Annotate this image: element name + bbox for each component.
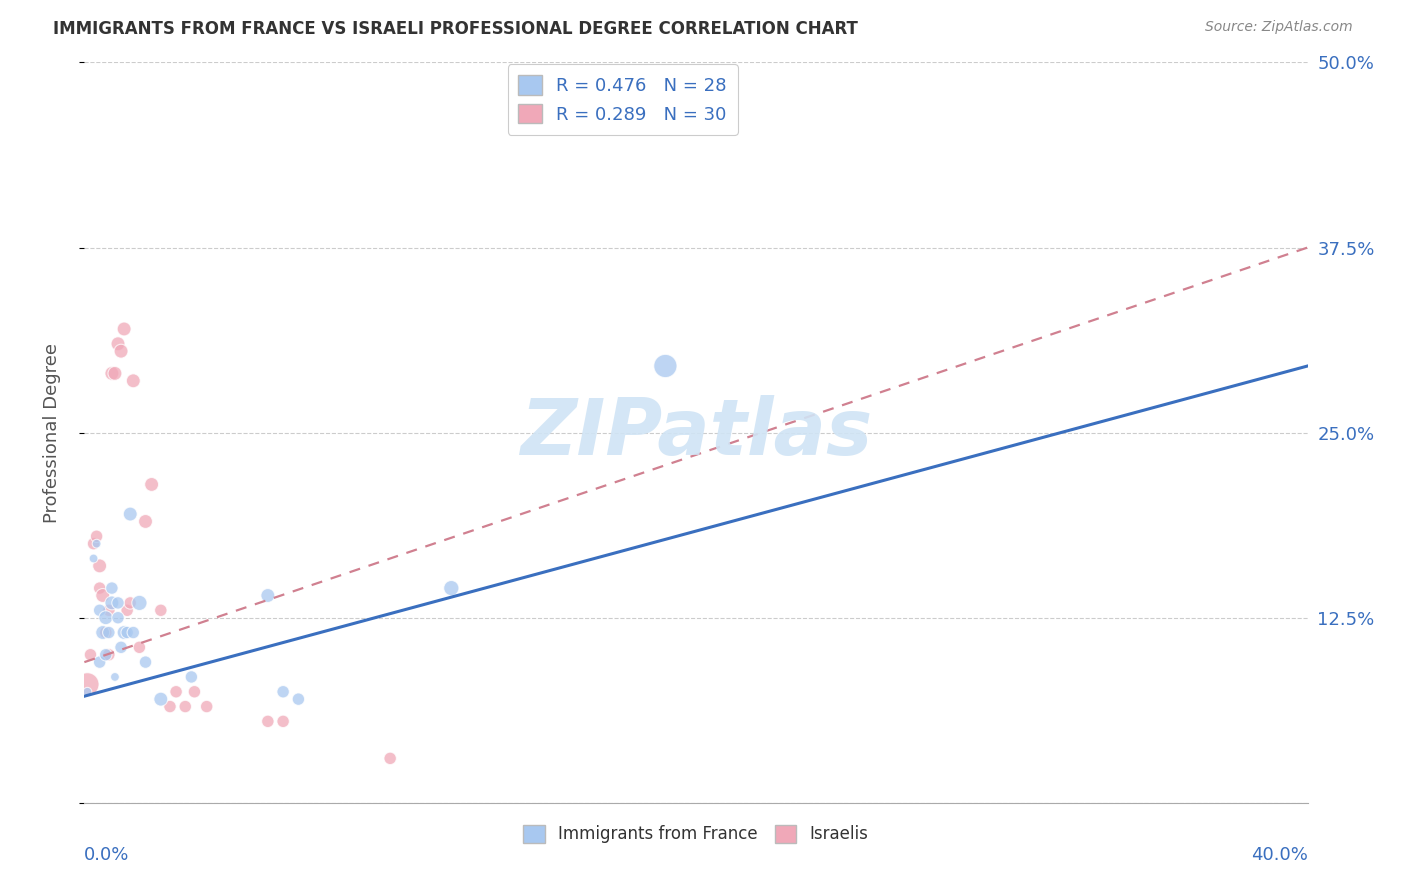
Point	[165, 685, 187, 699]
Point	[440, 581, 463, 595]
Point	[135, 515, 157, 529]
Point	[107, 610, 129, 624]
Point	[112, 322, 135, 336]
Point	[115, 625, 138, 640]
Point	[107, 596, 129, 610]
Point	[94, 610, 117, 624]
Point	[257, 589, 280, 603]
Text: Source: ZipAtlas.com: Source: ZipAtlas.com	[1205, 20, 1353, 34]
Point	[122, 625, 145, 640]
Point	[180, 670, 202, 684]
Point	[76, 677, 98, 691]
Text: IMMIGRANTS FROM FRANCE VS ISRAELI PROFESSIONAL DEGREE CORRELATION CHART: IMMIGRANTS FROM FRANCE VS ISRAELI PROFES…	[53, 20, 858, 37]
Point	[97, 603, 120, 617]
Y-axis label: Professional Degree: Professional Degree	[42, 343, 60, 523]
Point	[128, 596, 150, 610]
Point	[195, 699, 218, 714]
Point	[183, 685, 205, 699]
Point	[97, 625, 120, 640]
Point	[380, 751, 402, 765]
Point	[141, 477, 163, 491]
Legend: Immigrants from France, Israelis: Immigrants from France, Israelis	[517, 818, 875, 850]
Point	[91, 625, 114, 640]
Point	[271, 714, 294, 729]
Point	[135, 655, 157, 669]
Point	[86, 536, 108, 550]
Point	[257, 714, 280, 729]
Text: 40.0%: 40.0%	[1251, 846, 1308, 863]
Point	[149, 692, 172, 706]
Point	[94, 648, 117, 662]
Point	[104, 367, 127, 381]
Point	[107, 336, 129, 351]
Point	[110, 640, 132, 655]
Point	[76, 685, 98, 699]
Point	[101, 596, 124, 610]
Point	[149, 603, 172, 617]
Point	[159, 699, 181, 714]
Point	[89, 655, 111, 669]
Point	[110, 344, 132, 359]
Text: 0.0%: 0.0%	[84, 846, 129, 863]
Point	[101, 581, 124, 595]
Text: ZIPatlas: ZIPatlas	[520, 394, 872, 471]
Point	[128, 640, 150, 655]
Point	[287, 692, 309, 706]
Point	[89, 558, 111, 573]
Point	[271, 685, 294, 699]
Point	[174, 699, 197, 714]
Point	[120, 507, 142, 521]
Point	[97, 648, 120, 662]
Point	[79, 648, 101, 662]
Point	[91, 589, 114, 603]
Point	[94, 625, 117, 640]
Point	[104, 670, 127, 684]
Point	[89, 603, 111, 617]
Point	[101, 367, 124, 381]
Point	[83, 551, 105, 566]
Point	[89, 581, 111, 595]
Point	[115, 603, 138, 617]
Point	[83, 536, 105, 550]
Point	[122, 374, 145, 388]
Point	[654, 359, 676, 373]
Point	[86, 529, 108, 543]
Point	[120, 596, 142, 610]
Point	[112, 625, 135, 640]
